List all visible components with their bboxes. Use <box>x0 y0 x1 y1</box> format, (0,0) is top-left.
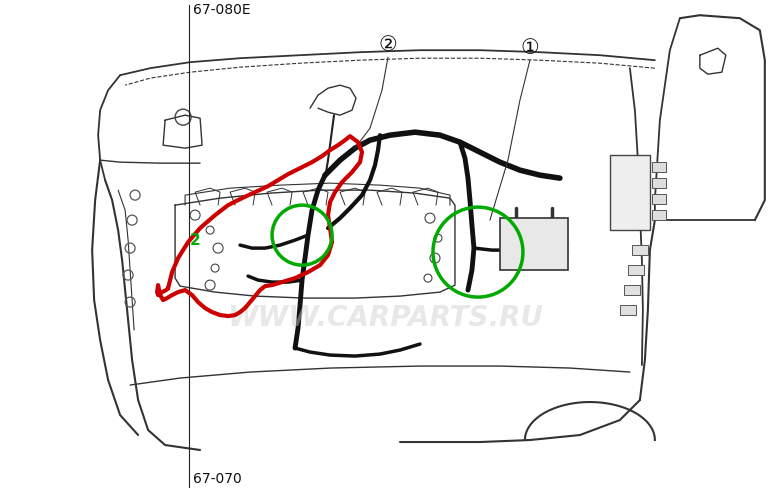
Text: ①: ① <box>521 38 539 58</box>
Bar <box>610 155 650 230</box>
Text: 67-080E: 67-080E <box>192 3 250 17</box>
Bar <box>632 245 648 255</box>
Bar <box>652 194 666 204</box>
Bar <box>652 210 666 220</box>
Bar <box>652 162 666 172</box>
Text: 2: 2 <box>190 233 201 248</box>
Text: WWW.CARPARTS.RU: WWW.CARPARTS.RU <box>227 304 543 332</box>
Bar <box>500 218 568 270</box>
Text: ②: ② <box>379 35 397 55</box>
Bar <box>620 305 636 315</box>
Bar <box>628 265 644 275</box>
Text: 67-070: 67-070 <box>192 472 242 486</box>
Bar <box>624 285 640 295</box>
Bar <box>652 178 666 188</box>
